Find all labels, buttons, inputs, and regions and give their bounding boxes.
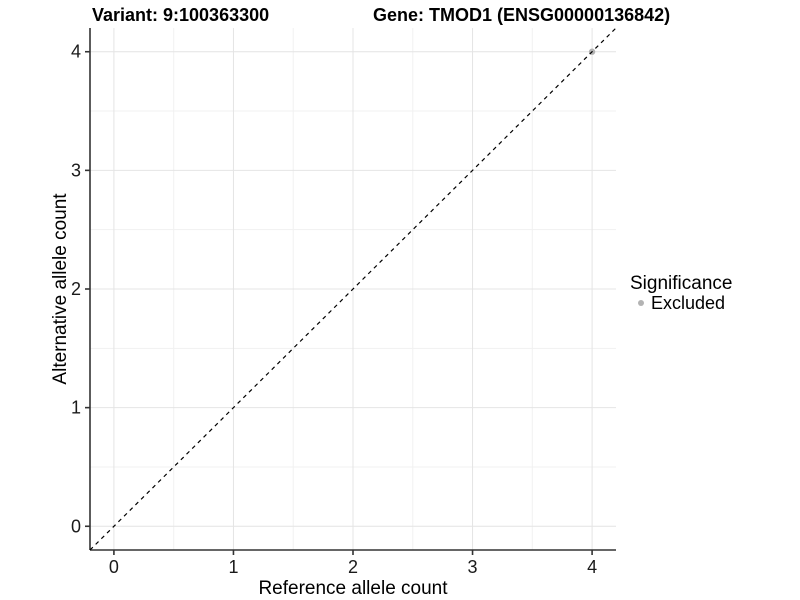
identity-dashed-line <box>89 27 617 551</box>
y-tick-label: 0 <box>71 516 81 536</box>
y-tick-label: 4 <box>71 42 81 62</box>
legend: Significance Excluded <box>630 273 732 313</box>
x-tick-label: 4 <box>587 557 597 577</box>
plot-title-variant: Variant: 9:100363300 <box>92 5 269 25</box>
axis-tick-labels: 0 1 2 3 4 0 1 2 3 4 <box>71 42 597 577</box>
y-tick-label: 3 <box>71 160 81 180</box>
y-axis-title: Alternative allele count <box>50 193 71 385</box>
legend-title: Significance <box>630 273 732 294</box>
legend-marker-dot <box>638 300 644 306</box>
y-tick-label: 1 <box>71 398 81 418</box>
legend-items: Excluded <box>638 293 725 313</box>
plot-title-gene: Gene: TMOD1 (ENSG00000136842) <box>373 5 670 25</box>
x-tick-label: 0 <box>109 557 119 577</box>
x-tick-label: 3 <box>468 557 478 577</box>
identity-line <box>89 27 617 551</box>
y-tick-label: 2 <box>71 279 81 299</box>
axis-tick-marks <box>85 50 593 555</box>
x-tick-label: 2 <box>348 557 358 577</box>
x-axis-title: Reference allele count <box>258 578 448 599</box>
legend-item-label: Excluded <box>651 293 725 313</box>
x-tick-label: 1 <box>228 557 238 577</box>
major-gridlines <box>90 28 616 550</box>
